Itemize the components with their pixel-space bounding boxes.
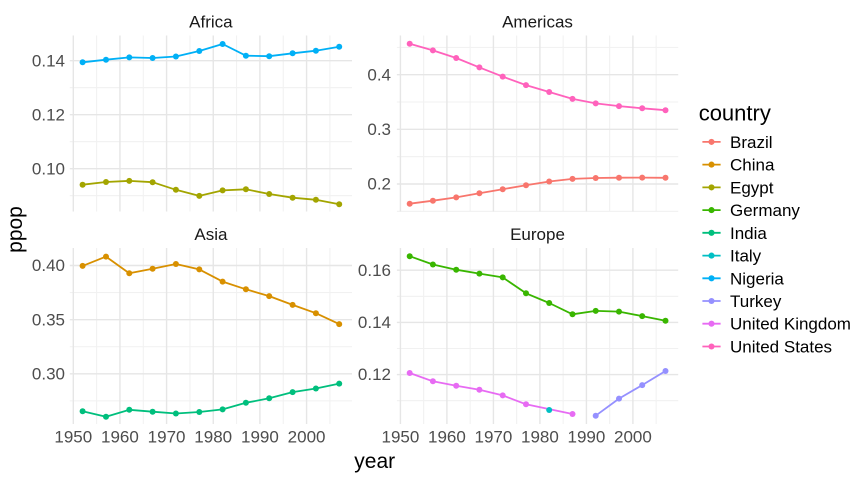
svg-text:1980: 1980 <box>521 428 559 447</box>
svg-text:Asia: Asia <box>194 225 228 244</box>
svg-text:country: country <box>699 100 771 125</box>
svg-text:0.4: 0.4 <box>367 65 391 84</box>
svg-text:1990: 1990 <box>567 428 605 447</box>
svg-text:1970: 1970 <box>474 428 512 447</box>
svg-text:Africa: Africa <box>189 13 233 32</box>
svg-text:0.12: 0.12 <box>358 365 391 384</box>
svg-text:0.10: 0.10 <box>32 159 65 178</box>
svg-text:2000: 2000 <box>288 428 326 447</box>
svg-text:2000: 2000 <box>614 428 652 447</box>
svg-text:Turkey: Turkey <box>730 292 782 311</box>
svg-text:ppop: ppop <box>4 206 27 253</box>
svg-text:0.35: 0.35 <box>32 310 65 329</box>
svg-text:0.2: 0.2 <box>367 175 391 194</box>
svg-text:Brazil: Brazil <box>730 133 773 152</box>
svg-text:0.14: 0.14 <box>358 313 391 332</box>
svg-text:1970: 1970 <box>148 428 186 447</box>
svg-text:1960: 1960 <box>101 428 139 447</box>
svg-text:0.16: 0.16 <box>358 261 391 280</box>
svg-text:United States: United States <box>730 338 832 357</box>
svg-text:1960: 1960 <box>428 428 466 447</box>
svg-text:1990: 1990 <box>241 428 279 447</box>
svg-text:Egypt: Egypt <box>730 178 774 197</box>
svg-text:0.12: 0.12 <box>32 105 65 124</box>
svg-text:0.3: 0.3 <box>367 120 391 139</box>
svg-text:0.30: 0.30 <box>32 364 65 383</box>
svg-text:Nigeria: Nigeria <box>730 269 784 288</box>
svg-text:1950: 1950 <box>54 428 92 447</box>
svg-text:1950: 1950 <box>381 428 419 447</box>
svg-text:0.14: 0.14 <box>32 51 65 70</box>
svg-text:1980: 1980 <box>194 428 232 447</box>
svg-text:0.40: 0.40 <box>32 256 65 275</box>
svg-text:Germany: Germany <box>730 201 800 220</box>
svg-text:Italy: Italy <box>730 247 762 266</box>
svg-text:China: China <box>730 156 775 175</box>
svg-text:Europe: Europe <box>510 225 565 244</box>
svg-text:Americas: Americas <box>502 13 573 32</box>
svg-text:year: year <box>354 450 395 473</box>
svg-text:India: India <box>730 224 767 243</box>
svg-text:United Kingdom: United Kingdom <box>730 315 851 334</box>
